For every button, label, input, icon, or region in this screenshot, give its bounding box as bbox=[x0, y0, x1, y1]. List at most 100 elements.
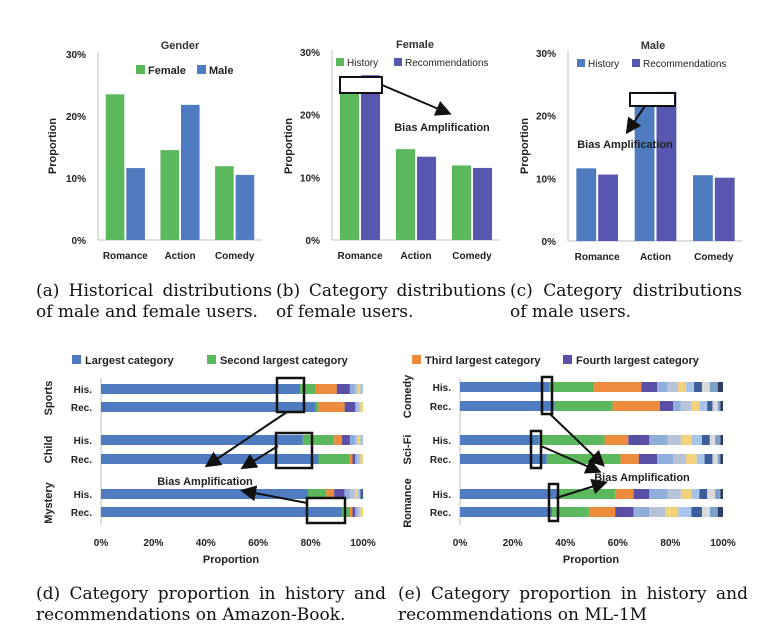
legend-swatch-history bbox=[336, 58, 344, 66]
chart-c-legend: History Recommendations bbox=[577, 59, 726, 70]
bar-male bbox=[181, 104, 200, 240]
legend-swatch-recommendations bbox=[632, 59, 640, 67]
group-label: Comedy bbox=[402, 374, 414, 418]
x-tick-label: 100% bbox=[710, 538, 736, 549]
bar-segment bbox=[101, 384, 301, 394]
bar-segment bbox=[101, 402, 316, 412]
bar-segment bbox=[615, 507, 634, 517]
annotation-label: Bias Amplification bbox=[577, 139, 673, 151]
bar-segment bbox=[691, 401, 700, 411]
bar-segment bbox=[680, 401, 692, 411]
bar-recommendations bbox=[361, 75, 381, 240]
bar-segment bbox=[460, 489, 558, 499]
chart-d-legend: Largest category Second largest category bbox=[72, 355, 349, 367]
chart-a-legend: Female Male bbox=[136, 65, 233, 77]
group-label: Mystery bbox=[43, 481, 55, 523]
bar-segment bbox=[641, 382, 658, 392]
legend-label-third: Third largest category bbox=[425, 355, 541, 367]
bar-segment bbox=[588, 507, 616, 517]
bar-segment bbox=[349, 507, 353, 517]
chart-b-title: Female bbox=[396, 39, 434, 51]
x-tick-label: 0% bbox=[453, 538, 468, 549]
bar-history bbox=[693, 175, 713, 241]
bar-segment bbox=[709, 435, 716, 445]
bar-segment bbox=[720, 435, 723, 445]
annotation-arrow bbox=[240, 485, 308, 504]
bar-segment bbox=[349, 489, 356, 499]
x-tick-label: Comedy bbox=[452, 251, 492, 262]
bar-segment bbox=[686, 454, 697, 464]
bar-segment bbox=[352, 454, 356, 464]
bar-segment bbox=[307, 489, 327, 499]
bar-segment bbox=[302, 435, 335, 445]
bar-segment bbox=[460, 401, 555, 411]
x-tick-label: Action bbox=[400, 251, 431, 262]
bar-segment bbox=[686, 382, 695, 392]
bar-segment bbox=[712, 454, 718, 464]
bar-segment bbox=[300, 384, 316, 394]
bar-segment bbox=[720, 401, 723, 411]
y-tick-label: 30% bbox=[300, 48, 320, 59]
group-label: Romance bbox=[402, 478, 414, 528]
bar-segment bbox=[649, 507, 666, 517]
x-tick-label: Action bbox=[640, 252, 671, 263]
bar-recommendations bbox=[473, 167, 493, 240]
bar-segment bbox=[460, 454, 547, 464]
bar-history bbox=[576, 168, 597, 241]
chart-c: Male 0% 10% 20% 30% Romance Action Comedy Hist… bbox=[519, 40, 743, 263]
x-tick-label: 0% bbox=[94, 538, 109, 549]
bar-segment bbox=[360, 435, 363, 445]
x-tick-label: 20% bbox=[503, 538, 523, 549]
row-label: Rec. bbox=[71, 403, 92, 414]
bar-segment bbox=[460, 435, 539, 445]
legend-label-largest: Largest category bbox=[85, 355, 175, 367]
chart-e-xlabel: Proportion bbox=[563, 554, 619, 566]
bar-segment bbox=[318, 454, 350, 464]
chart-c-title: Male bbox=[641, 40, 665, 52]
bar-recommendations bbox=[417, 156, 437, 240]
bar-segment bbox=[678, 507, 692, 517]
bar-segment bbox=[460, 507, 553, 517]
bar-segment bbox=[649, 435, 668, 445]
bar-segment bbox=[357, 489, 361, 499]
bar-segment bbox=[667, 382, 679, 392]
highlight-box bbox=[540, 375, 554, 416]
x-tick-label: 100% bbox=[350, 538, 376, 549]
legend-label-male: Male bbox=[209, 65, 233, 77]
y-tick-label: 20% bbox=[300, 111, 320, 122]
bar-history bbox=[634, 104, 655, 242]
bar-segment bbox=[707, 401, 713, 411]
highlight-box bbox=[275, 376, 306, 414]
caption-b: (b) Category distributions of female use… bbox=[276, 281, 506, 322]
bar-segment bbox=[360, 489, 363, 499]
bar-segment bbox=[557, 489, 616, 499]
bar-segment bbox=[315, 384, 337, 394]
legend-swatch-history bbox=[577, 59, 585, 67]
bar-segment bbox=[701, 435, 710, 445]
chart-a-bars bbox=[105, 94, 255, 240]
legend-label-female: Female bbox=[148, 65, 186, 77]
y-tick-label: 0% bbox=[72, 236, 87, 247]
chart-b-axes: 0% 10% 20% 30% Romance Action Comedy bbox=[300, 48, 500, 262]
bar-segment bbox=[552, 507, 589, 517]
bar-segment bbox=[355, 402, 358, 412]
bar-segment bbox=[349, 454, 353, 464]
x-tick-label: Action bbox=[164, 251, 195, 262]
bar-segment bbox=[633, 507, 650, 517]
row-label: Rec. bbox=[430, 455, 451, 466]
bar-segment bbox=[667, 435, 681, 445]
bar-segment bbox=[357, 454, 361, 464]
bar-segment bbox=[460, 382, 550, 392]
bar-segment bbox=[344, 402, 356, 412]
x-tick-label: 60% bbox=[608, 538, 628, 549]
annotation-arrow bbox=[240, 445, 279, 470]
bar-segment bbox=[355, 384, 358, 394]
group-label: Sports bbox=[43, 381, 55, 416]
bar-history bbox=[395, 149, 415, 240]
chart-b-ylabel-vis: Proportion bbox=[283, 118, 295, 174]
highlight-box bbox=[629, 92, 676, 107]
x-tick-label: 60% bbox=[248, 538, 268, 549]
bar-segment bbox=[704, 454, 713, 464]
bar-segment bbox=[318, 402, 345, 412]
bar-segment bbox=[342, 435, 350, 445]
